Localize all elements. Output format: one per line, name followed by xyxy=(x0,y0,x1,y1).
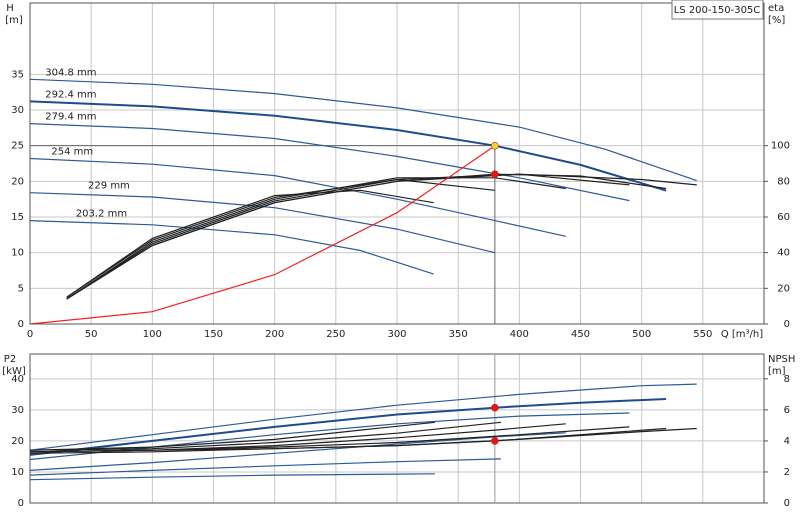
y2-tick-label: 8 xyxy=(784,374,790,385)
x-tick-label: 550 xyxy=(693,329,712,340)
x-tick-label: 50 xyxy=(85,329,98,340)
series-line xyxy=(30,145,496,324)
series-line xyxy=(66,173,667,300)
y-tick-label: 15 xyxy=(11,212,24,223)
x-axis-label: Q [m³/h] xyxy=(721,329,763,340)
curve-label: 229 mm xyxy=(88,181,130,192)
y-tick-label: 20 xyxy=(11,176,24,187)
x-tick-label: 0 xyxy=(27,329,33,340)
x-tick-label: 400 xyxy=(510,329,529,340)
operating-point xyxy=(491,437,499,445)
series-line xyxy=(30,458,502,476)
operating-point xyxy=(491,403,499,412)
y2-tick-label: 4 xyxy=(784,436,790,447)
y-axis-label: H xyxy=(6,3,14,14)
x-tick-label: 300 xyxy=(387,329,406,340)
y-tick-label: 0 xyxy=(18,498,24,509)
y2-tick-label: 100 xyxy=(771,141,790,152)
x-tick-label: 250 xyxy=(326,329,345,340)
y2-tick-label: 0 xyxy=(784,498,790,509)
y2-tick-label: 80 xyxy=(777,176,790,187)
curves xyxy=(30,354,697,503)
y2-axis-label: eta xyxy=(768,3,784,14)
y-axis-unit: [kW] xyxy=(2,366,26,377)
series-line xyxy=(30,192,496,254)
operating-point xyxy=(491,170,499,178)
y-tick-label: 35 xyxy=(11,69,24,80)
y2-tick-label: 20 xyxy=(777,283,790,294)
series-line xyxy=(66,189,434,298)
y2-tick-label: 60 xyxy=(777,212,790,223)
x-tick-label: 100 xyxy=(143,329,162,340)
series-line xyxy=(30,421,502,451)
y2-axis-unit: [%] xyxy=(768,15,785,26)
y2-tick-label: 2 xyxy=(784,467,790,478)
x-tick-label: 350 xyxy=(449,329,468,340)
y-tick-label: 0 xyxy=(18,319,24,330)
curve-label: 292.4 mm xyxy=(45,89,96,100)
y2-tick-label: 0 xyxy=(784,319,790,330)
y-axis-label: P2 xyxy=(4,354,16,365)
curve-label: 279.4 mm xyxy=(45,112,96,123)
y-tick-label: 20 xyxy=(11,436,24,447)
y-tick-label: 30 xyxy=(11,105,24,116)
series-line xyxy=(30,123,630,202)
operating-point xyxy=(491,141,499,150)
chart-title: LS 200-150-305C xyxy=(674,5,761,16)
y-axis-unit: [m] xyxy=(5,15,23,26)
y-tick-label: 40 xyxy=(11,374,24,385)
x-tick-label: 450 xyxy=(571,329,590,340)
series-line xyxy=(30,473,435,481)
series-line xyxy=(66,178,495,298)
series-line xyxy=(30,421,435,451)
y-tick-label: 10 xyxy=(11,248,24,259)
plot-frame xyxy=(29,353,765,504)
x-tick-label: 500 xyxy=(632,329,651,340)
curve-label: 254 mm xyxy=(51,147,93,158)
x-tick-label: 200 xyxy=(265,329,284,340)
curve-label: 203.2 mm xyxy=(76,209,127,220)
y-tick-label: 10 xyxy=(11,467,24,478)
series-line xyxy=(30,398,667,456)
y-tick-label: 5 xyxy=(18,283,24,294)
y2-tick-label: 6 xyxy=(784,405,790,416)
series-line xyxy=(66,173,630,300)
series-line xyxy=(30,157,566,237)
y-tick-label: 30 xyxy=(11,405,24,416)
series-line xyxy=(30,383,697,451)
series-line xyxy=(30,78,697,182)
title-box xyxy=(671,0,764,20)
y2-tick-label: 40 xyxy=(777,248,790,259)
curve-label: 304.8 mm xyxy=(45,67,96,78)
x-tick-label: 150 xyxy=(204,329,223,340)
series-line xyxy=(30,220,434,275)
series-line xyxy=(30,432,566,471)
series-line xyxy=(30,423,566,453)
y2-axis-unit: [m] xyxy=(768,366,786,377)
plot-frame xyxy=(29,2,765,325)
y2-axis-label: NPSH xyxy=(768,354,795,365)
series-line xyxy=(30,100,667,192)
y-tick-label: 25 xyxy=(11,141,24,152)
